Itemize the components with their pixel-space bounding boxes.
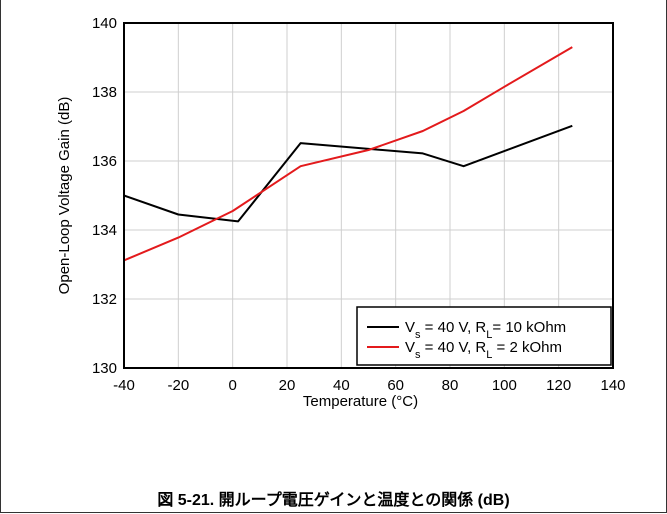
- legend-text: = 40 V, R: [421, 339, 487, 356]
- y-tick-label: 134: [92, 222, 117, 239]
- legend-text: = 2 kOhm: [492, 339, 562, 356]
- x-tick-label: 40: [333, 377, 350, 394]
- x-tick-label: 80: [442, 377, 459, 394]
- legend-text: = 10 kOhm: [492, 319, 566, 336]
- series-line-1: [123, 124, 573, 223]
- y-axis-label: Open-Loop Voltage Gain (dB): [56, 97, 73, 295]
- legend-text: V: [405, 319, 415, 336]
- x-tick-label: 60: [387, 377, 404, 394]
- x-tick-label: 20: [279, 377, 296, 394]
- y-tick-label: 136: [92, 153, 117, 170]
- figure-caption: 図 5-21. 開ループ電圧ゲインと温度との関係 (dB): [157, 492, 510, 509]
- series-lines: [123, 46, 573, 262]
- legend-text: = 40 V, R: [421, 319, 487, 336]
- x-tick-label: 120: [546, 377, 571, 394]
- legend-text: V: [405, 339, 415, 356]
- x-tick-label: -40: [113, 377, 135, 394]
- y-tick-label: 138: [92, 84, 117, 101]
- legend-subscript: L: [486, 329, 492, 341]
- legend-subscript: s: [415, 349, 421, 361]
- legend-label-2: Vs = 40 V, RL = 2 kOhm: [405, 339, 562, 361]
- legend-label-1: Vs = 40 V, RL= 10 kOhm: [405, 319, 566, 341]
- y-tick-label: 140: [92, 15, 117, 32]
- series-line-2: [123, 46, 573, 262]
- x-tick-label: 100: [492, 377, 517, 394]
- legend-subscript: L: [486, 349, 492, 361]
- x-tick-label: -20: [167, 377, 189, 394]
- x-axis-label: Temperature (°C): [303, 393, 418, 410]
- x-tick-label: 140: [600, 377, 625, 394]
- plot-area-border: [123, 22, 614, 369]
- y-tick-label: 130: [92, 360, 117, 377]
- y-tick-label: 132: [92, 291, 117, 308]
- legend-subscript: s: [415, 329, 421, 341]
- chart: -40 -20 0 20 40 60 80 100 120 140 130 132 134 136 138 1…: [56, 15, 626, 410]
- legend-box: [356, 306, 612, 366]
- tick-labels: -40 -20 0 20 40 60 80 100 120 140 130 132 134 136 138 1…: [92, 15, 626, 394]
- x-tick-label: 0: [228, 377, 236, 394]
